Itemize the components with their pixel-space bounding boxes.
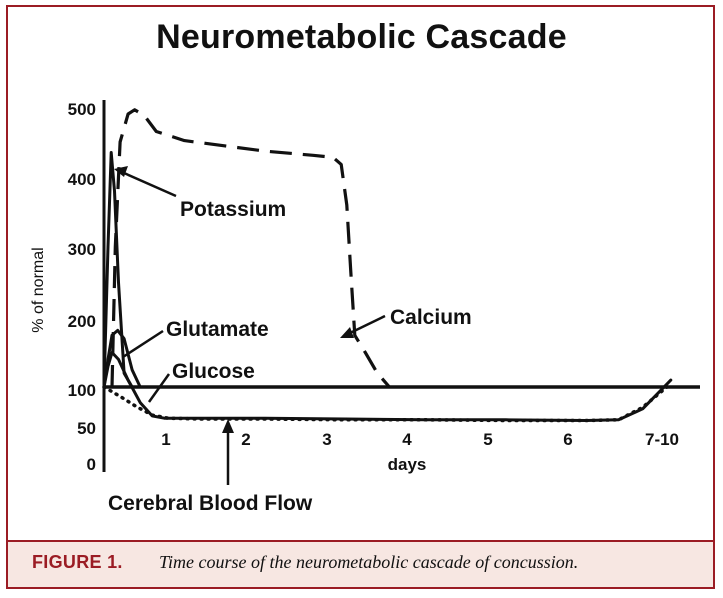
y-axis-label: % of normal [30,247,47,332]
y-tick-label: 50 [77,419,96,438]
x-tick-label: 5 [483,430,492,449]
x-axis-label: days [388,455,427,474]
x-tick-label: 7-10 [645,430,679,449]
y-tick-labels: 500 400 300 200 100 50 0 [68,100,96,474]
y-tick-label: 400 [68,170,96,189]
calcium-arrow [349,314,386,335]
x-tick-label: 1 [161,430,170,449]
potassium-label: Potassium [180,198,286,221]
calcium-arrowhead [340,327,354,338]
calcium-label: Calcium [390,306,472,329]
y-tick-label: 0 [87,455,96,474]
potassium-arrowhead [114,166,128,177]
x-tick-label: 6 [563,430,572,449]
chart-title: Neurometabolic Cascade [156,18,567,56]
y-tick-label: 100 [68,381,96,400]
glucose-label: Glucose [172,360,255,383]
x-tick-label: 3 [322,430,331,449]
series-line-glutamate [102,328,142,389]
y-tick-label: 300 [68,240,96,259]
cerebral-blood-flow-arrowhead [222,419,234,433]
figure-caption: Time course of the neurometabolic cascad… [159,552,579,572]
caption-bar: FIGURE 1. Time course of the neurometabo… [8,540,713,587]
series-line-calcium [110,108,391,389]
glucose-arrow [147,373,171,403]
figure-label: FIGURE 1. [32,552,123,572]
series-line-cerebral-blood-flow [102,385,669,423]
x-tick-labels: 1 2 3 4 5 6 7-10 [161,430,679,449]
y-tick-label: 500 [68,100,96,119]
y-tick-label: 200 [68,312,96,331]
cerebral-blood-flow-label: Cerebral Blood Flow [108,492,313,515]
potassium-arrow [123,171,177,198]
x-tick-label: 2 [241,430,250,449]
figure-frame [6,5,715,589]
glutamate-label: Glutamate [166,318,269,341]
x-tick-label: 4 [402,430,412,449]
glutamate-arrow [122,329,164,359]
